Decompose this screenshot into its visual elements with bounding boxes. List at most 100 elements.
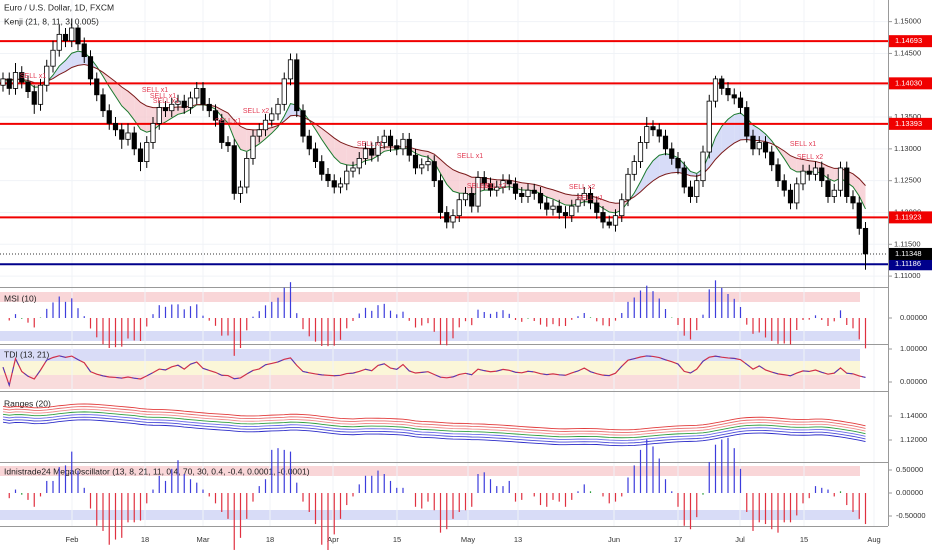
candle-body (700, 151, 706, 182)
candle-body (75, 27, 81, 45)
candle-body (562, 212, 569, 217)
price-tag (889, 77, 932, 90)
range-band (2, 403, 866, 431)
price-tag (889, 247, 932, 260)
range-band (2, 414, 866, 441)
kenji-cloud (228, 113, 235, 139)
kenji-cloud (565, 194, 572, 206)
candle-body (281, 78, 287, 105)
candle-body (212, 110, 219, 121)
x-tick-label: May (461, 535, 475, 544)
candle-body (231, 145, 237, 194)
kenji-cloud (128, 91, 135, 121)
candle-body (681, 167, 687, 188)
candle-body (850, 196, 856, 204)
kenji-cloud (609, 202, 616, 213)
mega-upper-band (0, 466, 860, 476)
candle-body (819, 167, 825, 182)
candle-body (750, 135, 756, 150)
y-tick-label: 1.15000 (894, 17, 921, 26)
price-tag (889, 211, 932, 224)
candle-body (50, 49, 56, 67)
indicator-title: TDI (13, 21) (4, 349, 50, 359)
candle-body (250, 135, 256, 159)
signal-label: SELL x1 (790, 141, 816, 148)
candle-body (6, 78, 12, 89)
price-tag-label: 1.11348 (895, 249, 922, 258)
candle-body (656, 129, 662, 137)
candle-body (106, 110, 112, 124)
candle-body (412, 154, 419, 169)
candle-body (394, 145, 400, 150)
kenji-cloud (721, 119, 728, 153)
signal-label: SELL x1 (20, 73, 46, 80)
candle-body (469, 192, 475, 207)
candle-body (844, 167, 850, 197)
candle-body (294, 59, 300, 112)
y-tick-label: 1.11000 (894, 271, 921, 280)
candle-body (462, 192, 469, 201)
range-band (2, 408, 866, 436)
price-tag (889, 117, 932, 130)
price-tag-label: 1.13393 (895, 119, 922, 128)
signal-label: SELL x2 (480, 183, 506, 190)
candle-body (812, 167, 819, 175)
candle-body (387, 135, 394, 147)
kenji-cloud (453, 169, 460, 194)
price-tag-label: 1.14030 (895, 78, 922, 87)
indicator-title: Ranges (20) (4, 398, 51, 408)
candle-body (781, 180, 787, 191)
candle-body (350, 167, 356, 172)
y-tick-label: -0.50000 (896, 511, 926, 520)
kenji-cloud (821, 163, 828, 179)
candle-body (156, 107, 162, 124)
candle-body (525, 189, 531, 197)
kenji-cloud (559, 191, 566, 206)
candle-body (437, 180, 444, 213)
candle-body (225, 142, 231, 147)
candle-body (487, 183, 494, 191)
candle-body (81, 43, 87, 58)
y-tick-label: 1.14500 (894, 48, 921, 57)
kenji-cloud (828, 166, 835, 182)
candle-body (706, 100, 712, 153)
tdi-mid-band (0, 361, 860, 375)
indicator-title: Kenji (21, 8, 11, 3, 0.005) (4, 16, 99, 26)
kenji-cloud (659, 153, 666, 177)
candle-body (625, 173, 631, 201)
candle-body (500, 180, 506, 188)
candle-body (312, 148, 319, 162)
indicator-title: MSI (10) (4, 293, 37, 303)
signal-label: SELL x1 (150, 93, 176, 100)
price-tag-label: 1.14693 (895, 36, 922, 45)
kenji-cloud (59, 60, 66, 75)
candle-body (400, 138, 406, 150)
kenji-cloud (465, 174, 472, 197)
candle-body (69, 27, 75, 42)
candle-body (25, 81, 31, 93)
candle-body (37, 84, 44, 105)
candle-body (269, 113, 275, 121)
candle-body (587, 192, 594, 204)
x-tick-label: Apr (327, 535, 339, 544)
y-tick-label: 1.12000 (900, 435, 927, 444)
candle-body (556, 205, 562, 213)
x-tick-label: 13 (514, 535, 522, 544)
kenji-cloud (446, 165, 453, 192)
candle-body (856, 202, 862, 229)
y-tick-label: 0.00000 (896, 488, 923, 497)
candle-body (100, 94, 106, 112)
chart-title: Euro / U.S. Dollar, 1D, FXCM (4, 2, 114, 12)
candle-body (862, 227, 869, 255)
candle-body (787, 189, 794, 204)
candle-body (275, 103, 281, 115)
candle-body (137, 148, 144, 162)
candle-body (150, 123, 156, 143)
candle-body (719, 78, 725, 89)
kenji-cloud (140, 102, 147, 133)
candle-body (731, 94, 737, 99)
y-tick-label: 0.50000 (896, 465, 923, 474)
candle-body (637, 142, 644, 162)
kenji-cloud (640, 169, 647, 192)
price-tag (889, 35, 932, 48)
